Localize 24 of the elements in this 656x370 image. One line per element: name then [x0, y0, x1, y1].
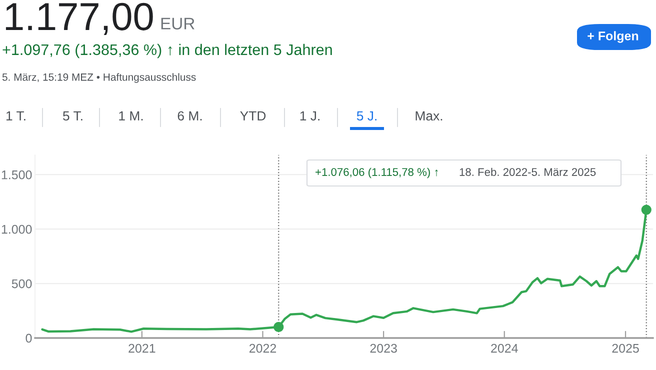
text: YTD: [240, 111, 266, 120]
text: 6 M.: [178, 111, 202, 121]
text: 1.177,00: [6, 2, 153, 36]
x-tick-label: 2024: [491, 344, 518, 353]
x-tick-label: 2025: [612, 344, 639, 353]
text: + Folgen: [588, 31, 638, 43]
annotation: +1.076,06 (1.115,78 %) ↑: [316, 168, 438, 178]
text: EUR: [161, 18, 194, 30]
text: 1 T.: [6, 111, 26, 120]
annotation: 18. Feb. 2022-5. März 2025: [460, 168, 596, 176]
text: 1 M.: [119, 111, 143, 120]
x-tick-label: 2021: [128, 344, 156, 353]
text: 5 J.: [356, 111, 376, 121]
y-tick-label: 1.500: [2, 170, 32, 180]
text: +1.097,76 (1.385,36 %) ↑ in den letzten 5 Jahren: [2, 44, 332, 58]
y-tick-label: 500: [12, 279, 32, 288]
text: 5. März, 15:19 MEZ • Haftungsausschluss: [2, 73, 196, 83]
text: 1 J.: [300, 111, 320, 121]
y-tick-label: 0: [26, 334, 32, 343]
x-tick-label: 2023: [370, 344, 397, 353]
text: Max.: [416, 111, 442, 121]
x-tick-label: 2022: [249, 344, 276, 353]
text: 5 T.: [63, 111, 82, 121]
y-tick-label: 1.000: [2, 224, 32, 234]
